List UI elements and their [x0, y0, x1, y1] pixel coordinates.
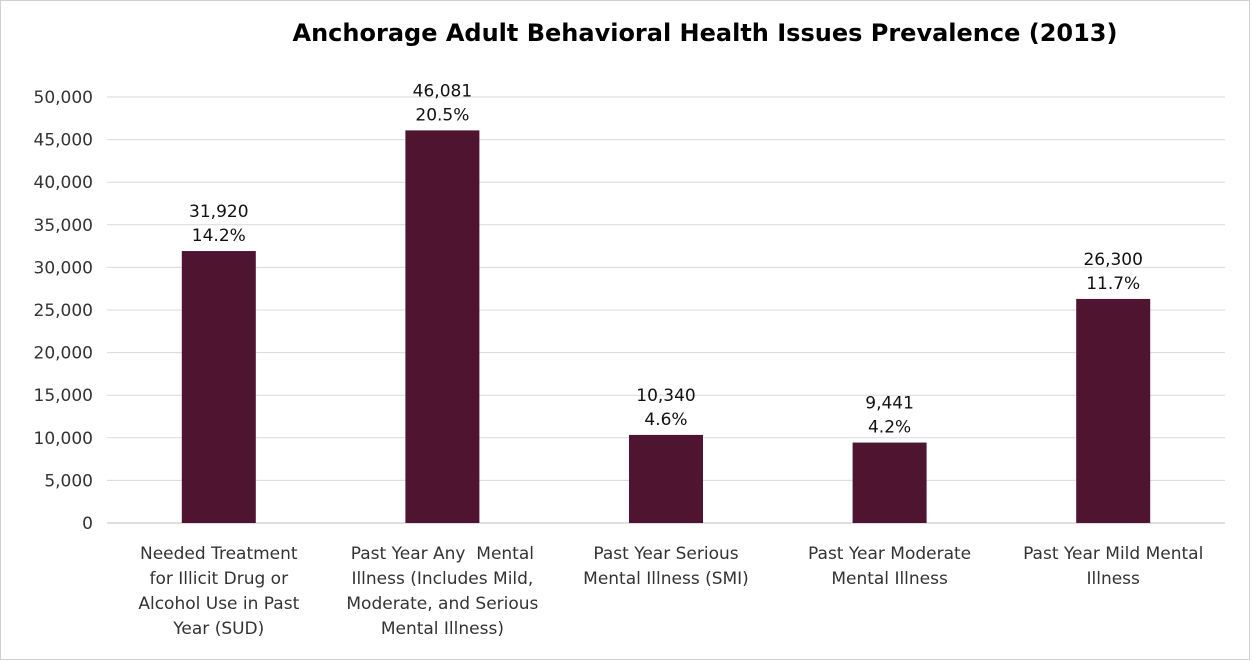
y-tick-label: 0: [82, 514, 93, 534]
bar: [629, 434, 703, 523]
y-tick-label: 45,000: [34, 131, 93, 151]
data-label-percent: 14.2%: [192, 226, 246, 246]
data-label-value: 10,340: [636, 386, 695, 406]
x-category-label: Alcohol Use in Past: [138, 594, 299, 614]
x-category-label: for Illicit Drug or: [150, 569, 289, 589]
data-label-percent: 4.6%: [644, 410, 687, 430]
gridlines: [107, 96, 1225, 524]
data-label-value: 26,300: [1083, 250, 1142, 270]
y-tick-label: 15,000: [34, 386, 93, 406]
x-category-label: Past Year Mild Mental: [1023, 544, 1203, 564]
chart-title: Anchorage Adult Behavioral Health Issues…: [293, 19, 1118, 47]
y-tick-label: 50,000: [34, 88, 93, 108]
data-label-percent: 4.2%: [868, 418, 911, 438]
x-category-label: Mental Illness: [831, 569, 948, 589]
y-tick-label: 40,000: [34, 173, 93, 193]
data-label-percent: 20.5%: [415, 105, 469, 125]
x-category-label: Past Year Serious: [593, 544, 738, 564]
x-category-label: Illness: [1086, 569, 1140, 589]
x-category-label: Past Year Moderate: [808, 544, 971, 564]
data-label-value: 9,441: [865, 394, 914, 414]
bar: [852, 442, 927, 523]
x-category-label: Year (SUD): [172, 619, 264, 639]
x-axis: Needed Treatment for Illicit Drug or Alcoh…: [138, 544, 1203, 639]
data-labels: 31,920 14.2% 46,081 20.5% 10,340 4.6% 9,441 4.2…: [189, 81, 1143, 437]
y-tick-label: 5,000: [44, 471, 93, 491]
x-category-label: Mental Illness): [381, 619, 504, 639]
bar: [181, 251, 256, 523]
y-tick-label: 10,000: [34, 429, 93, 449]
data-label-value: 31,920: [189, 202, 248, 222]
y-tick-label: 30,000: [34, 258, 93, 278]
y-tick-label: 25,000: [34, 301, 93, 321]
data-label-value: 46,081: [413, 81, 472, 101]
bars: [181, 130, 1151, 523]
y-axis: 0 5,000 10,000 15,000 20,000 25,000 30,000 35,0…: [34, 88, 93, 534]
data-label-percent: 11.7%: [1086, 274, 1140, 294]
bar: [405, 130, 480, 523]
x-category-label: Needed Treatment: [140, 544, 298, 564]
bar: [1076, 298, 1151, 523]
x-category-label: Mental Illness (SMI): [583, 569, 749, 589]
x-category-label: Past Year Any Mental: [351, 544, 534, 564]
x-category-label: Moderate, and Serious: [346, 594, 538, 614]
y-tick-label: 20,000: [34, 344, 93, 364]
y-tick-label: 35,000: [34, 216, 93, 236]
x-category-label: Illness (Includes Mild,: [351, 569, 533, 589]
